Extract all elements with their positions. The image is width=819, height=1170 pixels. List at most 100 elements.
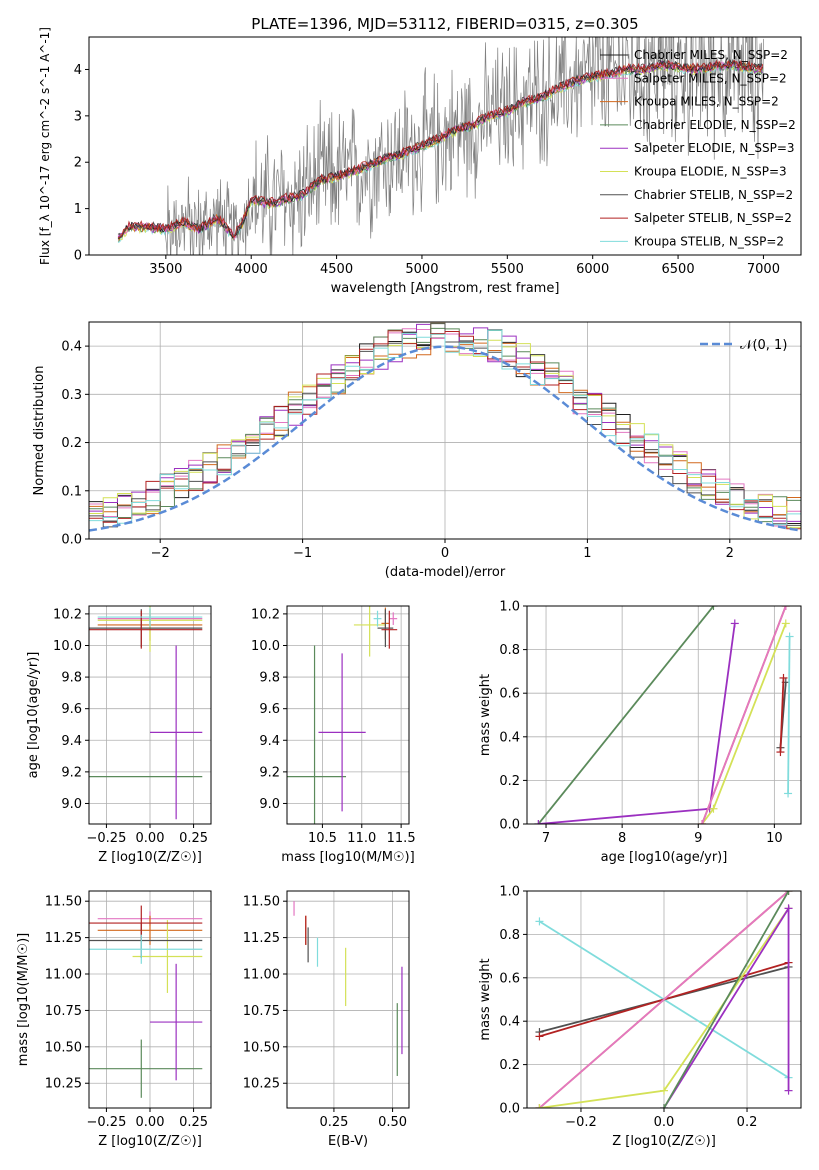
- y-tick-label: 9.0: [61, 797, 82, 812]
- legend-label: Salpeter ELODIE, N_SSP=3: [634, 141, 795, 155]
- legend-label: Salpeter STELIB, N_SSP=2: [634, 211, 792, 225]
- axes-frame: [88, 36, 802, 256]
- y-tick-label: 0.8: [499, 643, 520, 658]
- x-tick-label: 6000: [576, 262, 609, 277]
- y-tick-label: 0.2: [61, 436, 82, 451]
- errorbar-point: [287, 645, 347, 824]
- x-tick-label: 7: [542, 831, 550, 846]
- y-tick-label: 10.75: [243, 1004, 280, 1019]
- x-tick-label: 0.00: [136, 831, 165, 846]
- y-axis-label: Normed distribution: [32, 366, 47, 496]
- errorbar-point: [353, 606, 386, 657]
- y-tick-label: 1.0: [499, 885, 520, 900]
- x-tick-label: 9: [694, 831, 702, 846]
- x-axis-label: Z [log10(Z/Z☉)]: [98, 1134, 202, 1149]
- x-tick-label: −0.25: [87, 1115, 127, 1130]
- errorbar-point: [318, 653, 366, 812]
- x-tick-label: 11.5: [387, 831, 416, 846]
- massweight-vs-age-panel: 7 8 9 10 0.0 0.2 0.4 0.6 0.8 1.0 age [log10(age/yr…: [478, 600, 802, 865]
- y-tick-label: 11.25: [243, 931, 280, 946]
- mass-vs-z-panel: −0.25 0.00 0.25 10.25 10.50 10.75 11.00 11.25 11…: [16, 890, 212, 1149]
- spectrum-legend: Chabrier MILES, N_SSP=2 Salpeter MILES, N…: [600, 48, 796, 248]
- axes-frame: [286, 890, 410, 1109]
- legend-label: Chabrier ELODIE, N_SSP=2: [634, 118, 796, 132]
- x-tick-label: 0: [441, 546, 449, 561]
- errorbar-point: [89, 934, 203, 964]
- x-tick-label: 4000: [235, 262, 268, 277]
- y-tick-label: 2: [74, 156, 82, 171]
- x-tick-label: −1: [293, 546, 312, 561]
- massweight-vs-z-panel: −0.2 0.0 0.2 0.0 0.2 0.4 0.6 0.8 1.0 Z [log10(Z/Z…: [478, 885, 802, 1149]
- errorbar-point: [377, 609, 394, 648]
- y-tick-label: 0.4: [499, 1015, 520, 1030]
- series-line: [701, 606, 787, 824]
- legend-label: Kroupa MILES, N_SSP=2: [634, 95, 779, 109]
- x-axis-label: Z [log10(Z/Z☉)]: [98, 850, 202, 865]
- series-line: [663, 905, 790, 1108]
- y-tick-label: 0.2: [499, 1058, 520, 1073]
- x-tick-label: 2: [726, 546, 734, 561]
- plot-area: [534, 606, 794, 824]
- plot-area: [89, 322, 801, 532]
- histogram-steps: [89, 330, 801, 530]
- y-tick-label: 10.2: [251, 607, 280, 622]
- x-tick-label: 5000: [405, 262, 438, 277]
- age-vs-mass-panel: 10.5 11.0 11.5 9.0 9.2 9.4 9.6 9.8 10.0 10.2 mass …: [251, 605, 416, 865]
- x-tick-label: −2: [151, 546, 170, 561]
- model-spectrum: [117, 58, 764, 238]
- x-tick-label: −0.2: [565, 1115, 597, 1130]
- y-tick-label: 9.4: [61, 734, 82, 749]
- y-tick-label: 9.4: [259, 734, 280, 749]
- errorbar-point: [150, 645, 203, 820]
- spectrum-panel: 3500 4000 4500 5000 5500 6000 6500 7000 0 1 2 3 4 wav…: [38, 27, 802, 296]
- age-vs-z-panel: −0.25 0.00 0.25 9.0 9.2 9.4 9.6 9.8 10.0 10.2 Z [l…: [26, 605, 212, 865]
- plot-area: [89, 905, 203, 1098]
- residuals-legend: 𝒩(0, 1): [700, 338, 787, 353]
- y-tick-label: 10.0: [251, 639, 280, 654]
- y-tick-label: 9.6: [259, 702, 280, 717]
- y-axis-label: mass weight: [478, 958, 493, 1040]
- errorbar-point: [389, 612, 398, 625]
- x-tick-label: 0.50: [378, 1115, 407, 1130]
- errorbar-point: [89, 610, 203, 649]
- y-tick-label: 9.8: [259, 671, 280, 686]
- y-tick-label: 9.6: [61, 702, 82, 717]
- x-tick-label: 0.25: [179, 831, 208, 846]
- model-spectrum: [117, 59, 764, 239]
- y-tick-label: 1.0: [499, 600, 520, 615]
- y-tick-label: 11.25: [45, 931, 82, 946]
- y-tick-label: 3: [74, 109, 82, 124]
- x-tick-label: 8: [618, 831, 626, 846]
- x-tick-label: −0.25: [87, 831, 127, 846]
- y-tick-label: 0.2: [499, 774, 520, 789]
- plot-area: [293, 901, 403, 1076]
- y-tick-label: 10.0: [53, 639, 82, 654]
- y-tick-label: 4: [74, 63, 82, 78]
- legend-label: Kroupa STELIB, N_SSP=2: [634, 234, 784, 248]
- y-tick-label: 9.8: [61, 671, 82, 686]
- y-tick-label: 0.0: [499, 1102, 520, 1117]
- x-tick-label: 6500: [662, 262, 695, 277]
- errorbar-point: [132, 920, 203, 993]
- legend-label: 𝒩(0, 1): [740, 338, 787, 353]
- x-tick-label: 3500: [149, 262, 182, 277]
- series-line: [663, 891, 790, 1108]
- series-line: [701, 623, 787, 824]
- y-tick-label: 10.50: [243, 1040, 280, 1055]
- y-tick-label: 0.6: [499, 971, 520, 986]
- x-axis-label: Z [log10(Z/Z☉)]: [612, 1134, 716, 1149]
- x-axis-label: (data-model)/error: [385, 565, 506, 580]
- y-tick-label: 10.25: [243, 1077, 280, 1092]
- legend-label: Chabrier MILES, N_SSP=2: [634, 48, 788, 62]
- x-tick-label: 0.2: [737, 1115, 758, 1130]
- plot-area: [287, 606, 398, 824]
- mass-vs-ebv-panel: 0.25 0.50 10.25 10.50 10.75 11.00 11.25 11.50 E(…: [243, 890, 410, 1149]
- y-tick-label: 0.6: [499, 687, 520, 702]
- x-tick-label: 0.25: [179, 1115, 208, 1130]
- y-tick-label: 0.4: [499, 730, 520, 745]
- y-axis-label: mass [log10(M/M☉)]: [16, 933, 31, 1066]
- x-tick-label: 10.5: [308, 831, 337, 846]
- y-tick-label: 10.50: [45, 1040, 82, 1055]
- x-tick-label: 1: [583, 546, 591, 561]
